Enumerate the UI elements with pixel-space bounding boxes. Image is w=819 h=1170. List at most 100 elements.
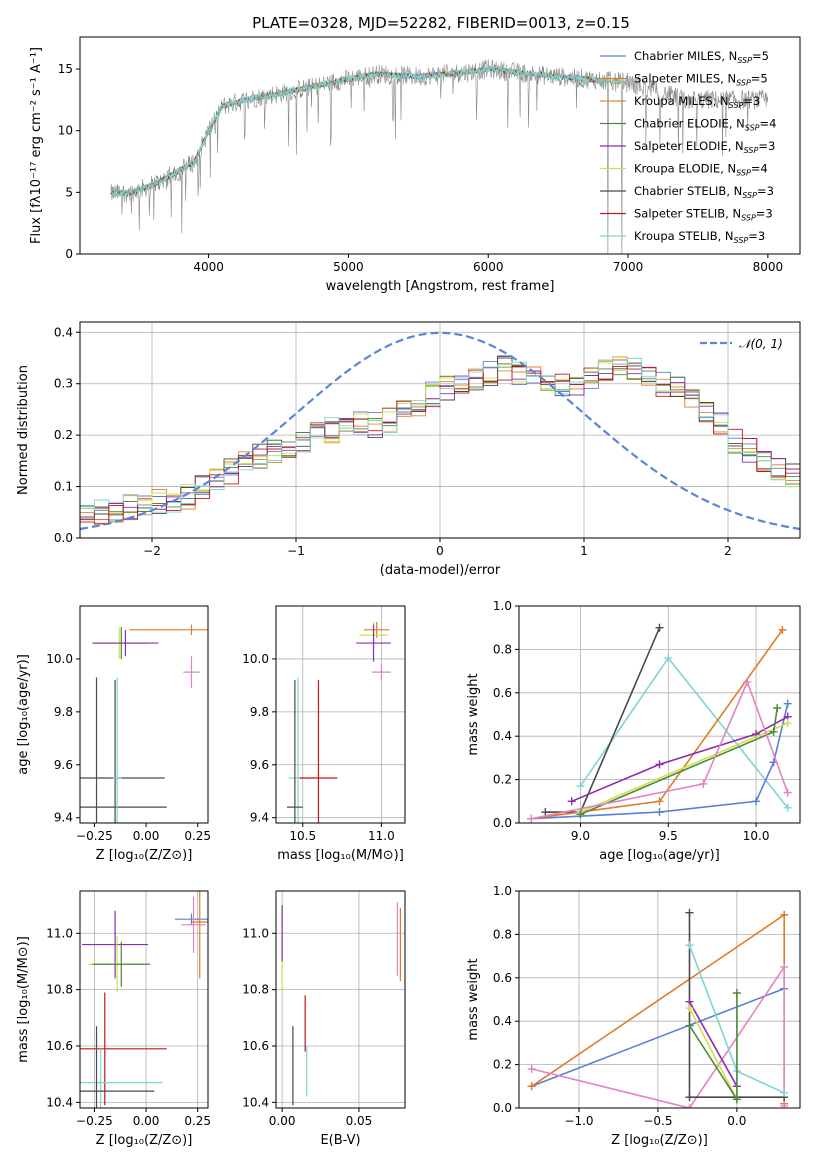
weight_vs_age-series-line	[571, 715, 789, 803]
weight_vs_age-point-marker	[655, 623, 664, 632]
legend-entry: Chabrier MILES, NSSP=5	[634, 49, 769, 65]
weight_vs_age-point-marker	[527, 814, 536, 823]
weight_vs_age-ytick-label: 1.0	[493, 599, 512, 613]
mass_vs_ebv-xtick-label: 0.00	[269, 1114, 296, 1128]
weight_vs_Z-point-marker	[685, 941, 694, 950]
weight_vs_age-point-marker	[769, 727, 778, 736]
weight_vs_age-point-marker	[576, 782, 585, 791]
weight_vs_age-point-marker	[655, 760, 664, 769]
age_vs_Z-plot-area	[80, 624, 208, 823]
residual-histogram-step	[80, 357, 800, 538]
age_vs_mass-frame	[275, 605, 406, 824]
spectrum-xtick-label: 7000	[613, 260, 644, 274]
weight_vs_Z-point-marker	[780, 962, 789, 971]
weight_vs_age-point-marker	[752, 797, 761, 806]
age_vs_Z-ytick-label: 9.8	[54, 705, 73, 719]
spectrum-model-line	[110, 67, 600, 197]
weight_vs_age-point-marker	[743, 677, 752, 686]
residuals-xtick-label: −1	[287, 544, 305, 558]
spectrum-ylabel: Flux [fλ10⁻¹⁷ erg cm⁻² s⁻¹ A⁻¹]	[29, 47, 44, 244]
age_vs_Z-ylabel: age [log₁₀(age/yr)]	[16, 654, 31, 775]
residuals-plot-area	[80, 322, 800, 538]
spectrum-xlabel: wavelength [Angstrom, rest frame]	[326, 279, 555, 294]
mass_vs_Z-panel: −0.25 0.00 0.25 10.4 10.6 10.8 11.0 Z [log₁₀(Z/…	[16, 890, 211, 1148]
weight_vs_age-series-line	[580, 722, 789, 813]
spectrum-ytick-label: 10	[58, 124, 73, 138]
spectrum-ytick-label: 5	[65, 185, 73, 199]
age_vs_mass-xtick-label: 10.5	[289, 829, 316, 843]
weight_vs_Z-point-marker	[780, 1088, 789, 1097]
weight_vs_age-point-marker	[783, 803, 792, 812]
residuals-ytick-label: 0.2	[54, 428, 73, 442]
age_vs_mass-ytick-label: 10.0	[242, 652, 269, 666]
spectrum-legend: Chabrier MILES, NSSP=5 Salpeter MILES, NS…	[600, 49, 776, 245]
mass_vs_ebv-ytick-label: 10.8	[242, 983, 269, 997]
spectrum-model-line	[110, 66, 600, 198]
weight_vs_age-point-marker	[655, 808, 664, 817]
weight_vs_Z-series-line	[531, 987, 785, 1088]
figure-title: PLATE=0328, MJD=52282, FIBERID=0013, z=0…	[252, 14, 630, 32]
spectrum-model-line	[110, 66, 628, 197]
weight_vs_Z-ylabel: mass weight	[466, 958, 481, 1040]
weight_vs_Z-panel: −1.0 −0.5 0.0 0.0 0.2 0.4 0.6 0.8 1.0 Z [log₁₀(Z/…	[466, 884, 801, 1148]
weight_vs_age-series-line	[545, 627, 661, 813]
mass_vs_Z-ytick-label: 10.4	[46, 1095, 73, 1109]
spectrum-model-line	[110, 65, 628, 197]
age_vs_Z-ytick-label: 10.0	[46, 652, 73, 666]
weight_vs_Z-ytick-label: 1.0	[493, 884, 512, 898]
spectrum-model-line	[110, 66, 600, 197]
age_vs_Z-xtick-label: 0.25	[184, 829, 211, 843]
weight_vs_age-point-marker	[773, 703, 782, 712]
weight_vs_age-point-marker	[664, 654, 673, 663]
age_vs_Z-ytick-label: 9.6	[54, 758, 73, 772]
weight_vs_age-point-marker	[783, 699, 792, 708]
spectrum-model-line	[110, 66, 628, 197]
weight_vs_age-ytick-label: 0.8	[493, 642, 512, 656]
weight_vs_age-point-marker	[567, 797, 576, 806]
weight_vs_age-series-line	[531, 629, 784, 820]
weight_vs_age-xtick-label: 9.0	[571, 829, 590, 843]
spectrum-frame	[79, 36, 801, 255]
weight_vs_age-point-marker	[699, 779, 708, 788]
weight_vs_age-point-marker	[541, 808, 550, 817]
age_vs_Z-xtick-label: −0.25	[76, 829, 113, 843]
mass_vs_Z-frame	[79, 890, 209, 1109]
residuals-xtick-label: 0	[436, 544, 444, 558]
weight_vs_age-point-marker	[655, 797, 664, 806]
residuals-ylabel: Normed distribution	[16, 365, 31, 495]
legend-entry: Chabrier ELODIE, NSSP=4	[634, 117, 776, 133]
spectrum-xtick-label: 5000	[333, 260, 364, 274]
age_vs_mass-ytick-label: 9.6	[250, 758, 269, 772]
weight_vs_age-plot-area	[519, 606, 800, 823]
mass_vs_Z-plot-area	[80, 891, 208, 1108]
weight_vs_Z-point-marker	[780, 910, 789, 919]
weight_vs_age-point-marker	[778, 625, 787, 634]
weight_vs_Z-plot-area	[519, 891, 800, 1108]
spectrum-plot-area	[110, 59, 769, 254]
age_vs_Z-xlabel: Z [log₁₀(Z/Z⊙)]	[96, 848, 193, 863]
mass_vs_ebv-panel: 0.00 0.05 10.4 10.6 10.8 11.0 E(B-V)	[242, 890, 406, 1148]
legend-entry: Kroupa STELIB, NSSP=3	[634, 229, 765, 245]
spectrum-xtick-label: 4000	[193, 260, 224, 274]
weight_vs_age-ytick-label: 0.6	[493, 686, 512, 700]
weight_vs_Z-ytick-label: 0.0	[493, 1101, 512, 1115]
weight_vs_age-xlabel: age [log₁₀(age/yr)]	[599, 848, 720, 863]
weight_vs_Z-series-line	[688, 1001, 738, 1087]
spectrum-model-line	[110, 66, 600, 196]
age_vs_mass-panel: 10.5 11.0 9.4 9.6 9.8 10.0 mass [log₁₀(M/M⊙)]	[242, 605, 406, 863]
spectrum-xtick-label: 6000	[473, 260, 504, 274]
legend-entry: Kroupa ELODIE, NSSP=4	[634, 162, 768, 178]
residual-histogram-step	[80, 365, 800, 538]
mass_vs_ebv-ytick-label: 11.0	[242, 926, 269, 940]
weight_vs_Z-point-marker	[732, 988, 741, 997]
residuals-panel: −2 −1 0 1 2 0.0 0.1 0.2 0.3 0.4 (data-model)/error…	[16, 321, 801, 578]
spectrum-model-line	[110, 66, 600, 197]
weight_vs_Z-ytick-label: 0.2	[493, 1058, 512, 1072]
residuals-xlabel: (data-model)/error	[380, 563, 501, 578]
weight_vs_Z-point-marker	[527, 1082, 536, 1091]
residuals-ytick-label: 0.1	[54, 480, 73, 494]
weight_vs_Z-point-marker	[685, 1004, 694, 1013]
legend-entry: Salpeter MILES, NSSP=5	[634, 72, 768, 88]
weight_vs_age-series-line	[580, 707, 778, 816]
legend-entry: Salpeter STELIB, NSSP=3	[634, 207, 773, 223]
